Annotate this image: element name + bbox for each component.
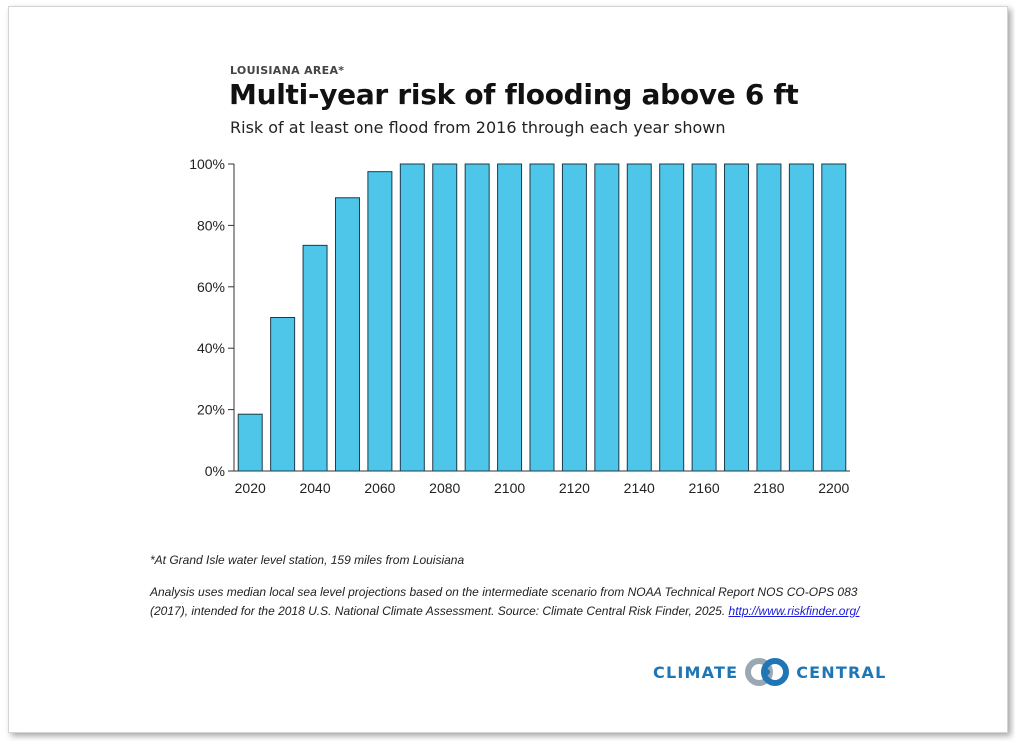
bar-2020 [237,413,263,472]
x-tick-label: 2200 [818,480,849,496]
y-axis: 0% 20% 40% 60% 80% 100% [189,156,235,479]
y-tick-label: 100% [189,156,225,172]
x-tick-label: 2080 [429,480,460,496]
bars [237,163,847,472]
chart-title: Multi-year risk of flooding above 6 ft [229,78,799,111]
bar-2040 [302,244,328,472]
analysis-text: Analysis uses median local sea level pro… [150,585,858,618]
bar-2120 [561,163,587,472]
bar-2190 [788,163,814,472]
x-tick-label: 2180 [753,480,784,496]
bar-2160 [691,163,717,472]
climate-central-logo: CLIMATE CENTRAL [653,656,886,688]
bar-2140 [626,163,652,472]
x-tick-label: 2140 [624,480,655,496]
y-tick-label: 40% [197,340,225,356]
bar-2130 [594,163,620,472]
source-link[interactable]: http://www.riskfinder.org/ [728,604,860,618]
x-tick-label: 2100 [494,480,525,496]
bar-2100 [497,163,523,472]
x-tick-label: 2060 [364,480,395,496]
bar-2080 [432,163,458,472]
logo-word-left: CLIMATE [653,662,739,682]
footnote: *At Grand Isle water level station, 159 … [150,553,465,567]
y-tick-label: 60% [197,279,225,295]
bar-2180 [756,163,782,472]
bar-2090 [464,163,490,472]
bar-2030 [270,317,296,472]
chart-subtitle: Risk of at least one flood from 2016 thr… [230,118,726,137]
bar-2110 [529,163,555,472]
analysis-note: Analysis uses median local sea level pro… [150,583,890,621]
x-tick-label: 2020 [235,480,266,496]
bar-2070 [399,163,425,472]
y-tick-label: 80% [197,217,225,233]
logo-word-right: CENTRAL [796,662,887,682]
bar-2170 [724,163,750,472]
x-axis: 2020 2040 2060 2080 2100 2120 2140 2160 2180 2200 [234,470,850,496]
bar-2150 [659,163,685,472]
x-tick-label: 2120 [559,480,590,496]
bar-2060 [367,171,393,472]
bar-2050 [334,197,360,472]
chart-kicker: LOUISIANA AREA* [230,64,345,77]
logo-rings-icon [745,658,790,686]
bar-2200 [821,163,847,472]
y-tick-label: 0% [205,463,225,479]
x-tick-label: 2160 [689,480,720,496]
y-tick-label: 20% [197,402,225,418]
x-tick-label: 2040 [299,480,330,496]
